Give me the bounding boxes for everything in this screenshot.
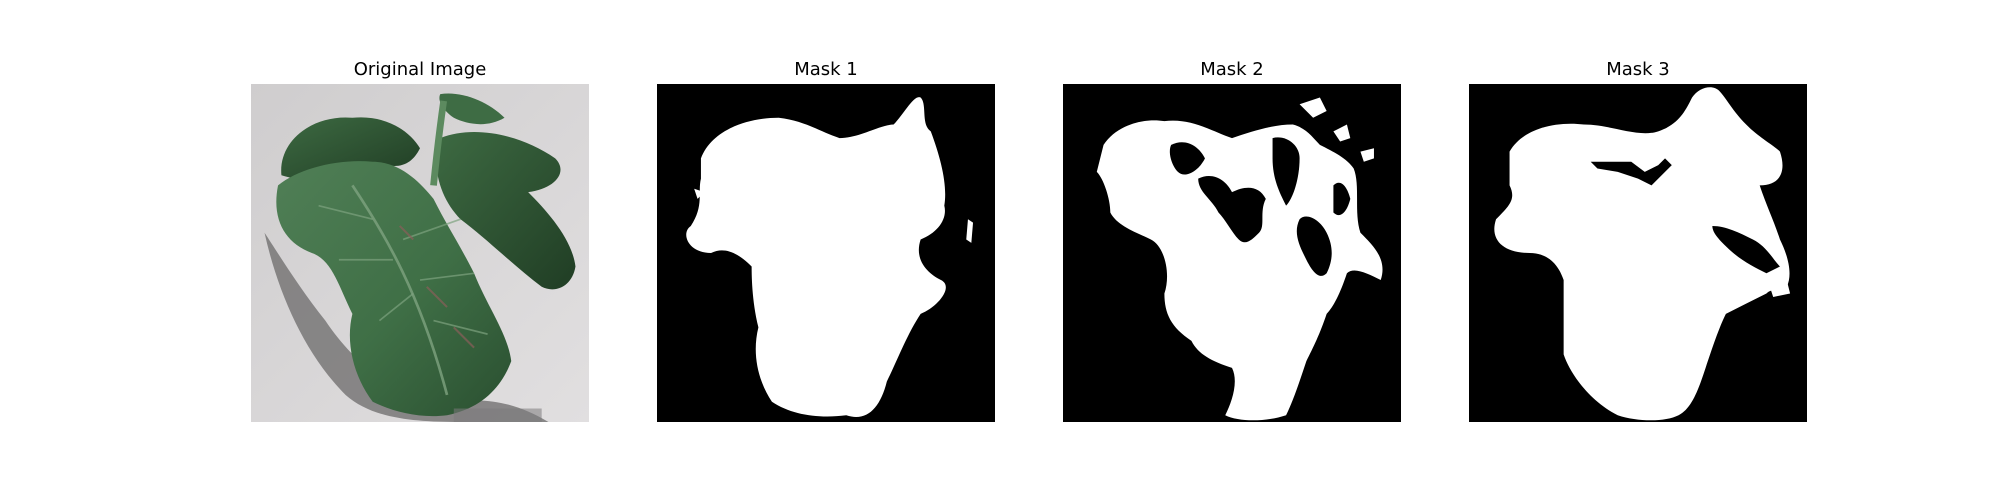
mask-1-panel: Mask 1 bbox=[657, 0, 995, 500]
mask-2-panel: Mask 2 bbox=[1063, 0, 1401, 500]
mask-region bbox=[966, 219, 974, 243]
mask-region bbox=[1769, 280, 1791, 297]
mask-region bbox=[1494, 87, 1790, 421]
mask-hole bbox=[1169, 142, 1205, 175]
mask-3-panel: Mask 3 bbox=[1469, 0, 1807, 500]
top-leaf bbox=[439, 93, 505, 125]
leaf-disease-spots bbox=[399, 225, 475, 349]
leaf-shadow bbox=[264, 232, 549, 422]
mask-2-title: Mask 2 bbox=[1200, 59, 1264, 80]
mask-hole bbox=[1272, 137, 1300, 206]
mask-hole bbox=[1198, 175, 1266, 243]
mask-1-image bbox=[657, 84, 995, 422]
mask-3-title: Mask 3 bbox=[1606, 59, 1670, 80]
mask-region bbox=[1096, 120, 1383, 421]
mask-region bbox=[1299, 97, 1374, 162]
lower-ground-strip bbox=[453, 408, 542, 422]
right-leaf bbox=[436, 132, 576, 290]
leaf-stem bbox=[430, 100, 448, 186]
mask-hole bbox=[1590, 158, 1672, 186]
leaf-vein bbox=[318, 204, 488, 335]
original-image-photo bbox=[251, 84, 589, 422]
main-leaf bbox=[276, 161, 512, 417]
mask-hole bbox=[1296, 216, 1332, 276]
mask-1-title: Mask 1 bbox=[794, 59, 858, 80]
leaf-midrib bbox=[351, 184, 449, 396]
original-image-title: Original Image bbox=[353, 59, 487, 80]
mask-hole bbox=[1333, 182, 1351, 216]
mask-2-image bbox=[1063, 84, 1401, 422]
mask-3-image bbox=[1469, 84, 1807, 422]
mask-region bbox=[686, 97, 946, 417]
original-image-panel: Original Image bbox=[251, 0, 589, 500]
mask-hole bbox=[1712, 225, 1780, 274]
mask-region bbox=[694, 188, 705, 199]
